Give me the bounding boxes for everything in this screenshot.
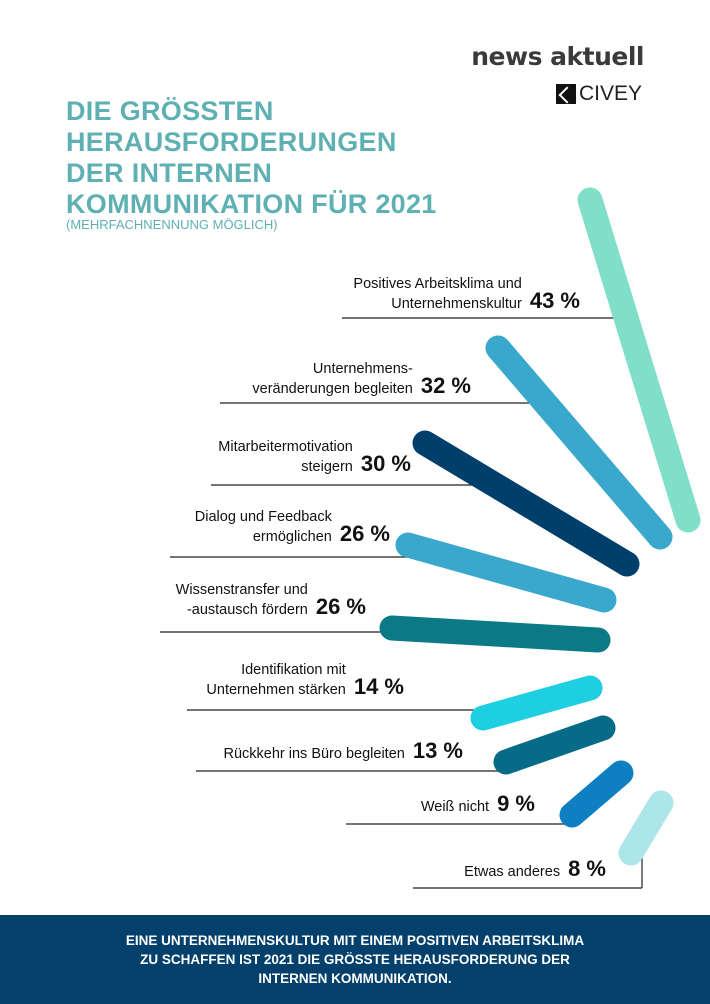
footer-banner: EINE UNTERNEHMENSKULTUR MIT EINEM POSITI… bbox=[0, 915, 710, 1004]
category-row: Etwas anderes 8 % bbox=[464, 856, 606, 882]
category-label: Mitarbeitermotivation steigern bbox=[218, 437, 353, 477]
title-line: DER INTERNEN bbox=[66, 158, 273, 188]
title-line: DIE GRÖSSTEN bbox=[66, 96, 274, 126]
label-line: Dialog und Feedback bbox=[194, 509, 332, 525]
label-line: Mitarbeitermotivation bbox=[218, 439, 353, 455]
label-line: Etwas anderes bbox=[464, 864, 561, 880]
bar bbox=[379, 615, 611, 653]
civey-logo: CIVEY bbox=[555, 82, 642, 106]
label-line: Identifikation mit bbox=[241, 662, 346, 678]
label-line: Positives Arbeitsklima und bbox=[353, 276, 522, 292]
chart-subtitle: (MEHRFACHNENNUNG MÖGLICH) bbox=[66, 217, 278, 232]
value-label: 8 % bbox=[568, 856, 606, 881]
category-row: Identifikation mit Unternehmen stärken 14 … bbox=[206, 660, 404, 700]
title-line: HERAUSFORDERUNGEN bbox=[66, 127, 397, 157]
bar bbox=[618, 790, 674, 866]
category-label: Positives Arbeitsklima und Unternehmensku… bbox=[353, 274, 521, 314]
civey-icon bbox=[555, 84, 576, 104]
value-label: 43 % bbox=[529, 288, 580, 313]
label-line: Rückkehr ins Büro begleiten bbox=[223, 746, 405, 762]
footer-line: INTERNEN KOMMUNIKATION. bbox=[258, 971, 452, 986]
bar bbox=[395, 532, 617, 613]
label-line: ermöglichen bbox=[252, 529, 332, 545]
value-label: 9 % bbox=[497, 791, 535, 816]
category-row: Rückkehr ins Büro begleiten 13 % bbox=[223, 738, 463, 764]
category-label: Wissenstransfer und -austausch fördern bbox=[176, 580, 308, 620]
label-line: Weiß nicht bbox=[420, 799, 490, 815]
category-label: Weiß nicht bbox=[421, 797, 489, 817]
footer-line: ZU SCHAFFEN IST 2021 DIE GRÖSSTE HERAUSF… bbox=[140, 952, 570, 967]
category-row: Mitarbeitermotivation steigern 30 % bbox=[218, 437, 411, 477]
label-line: steigern bbox=[301, 459, 353, 475]
category-label: Rückkehr ins Büro begleiten bbox=[223, 744, 404, 764]
category-label: Dialog und Feedback ermöglichen bbox=[195, 507, 332, 547]
bar bbox=[470, 675, 603, 731]
category-row: Unternehmens-veränderungen begleiten 32 % bbox=[252, 359, 471, 399]
category-label: Unternehmens-veränderungen begleiten bbox=[252, 359, 412, 399]
value-label: 32 % bbox=[420, 373, 471, 398]
category-row: Weiß nicht 9 % bbox=[421, 791, 535, 817]
civey-wordmark: CIVEY bbox=[578, 82, 642, 105]
category-row: Dialog und Feedback ermöglichen 26 % bbox=[195, 507, 390, 547]
bar bbox=[412, 430, 640, 577]
category-label: Identifikation mit Unternehmen stärken bbox=[206, 660, 345, 700]
value-label: 30 % bbox=[360, 451, 411, 476]
footer-line: EINE UNTERNEHMENSKULTUR MIT EINEM POSITI… bbox=[125, 933, 585, 948]
label-line: Unternehmen stärken bbox=[206, 682, 346, 698]
news-aktuell-logo: news aktuell bbox=[471, 42, 644, 71]
label-line: veränderungen begleiten bbox=[252, 381, 413, 397]
value-label: 14 % bbox=[353, 674, 404, 699]
bar bbox=[559, 760, 634, 828]
bar bbox=[577, 187, 701, 533]
category-row: Wissenstransfer und -austausch fördern 26 … bbox=[176, 580, 366, 620]
label-line: Unternehmenskultur bbox=[391, 296, 522, 312]
title-line: KOMMUNIKATION FÜR 2021 bbox=[66, 189, 437, 219]
value-label: 26 % bbox=[315, 594, 366, 619]
category-row: Positives Arbeitsklima und Unternehmensku… bbox=[353, 274, 580, 314]
bar bbox=[485, 335, 673, 550]
value-label: 26 % bbox=[339, 521, 390, 546]
chart-title: DIE GRÖSSTEN HERAUSFORDERUNGEN DER INTER… bbox=[66, 96, 437, 220]
label-line: -austausch fördern bbox=[186, 602, 308, 618]
label-line: Wissenstransfer und bbox=[175, 582, 308, 598]
category-label: Etwas anderes bbox=[464, 862, 560, 882]
bar bbox=[493, 715, 616, 775]
label-line: Unternehmens- bbox=[312, 361, 413, 377]
value-label: 13 % bbox=[412, 738, 463, 763]
